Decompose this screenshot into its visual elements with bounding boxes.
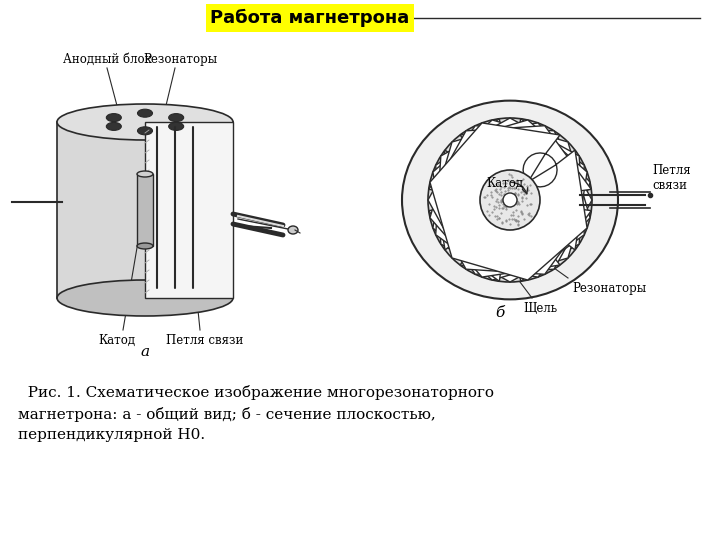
Ellipse shape: [107, 113, 122, 122]
Text: Катод: Катод: [99, 334, 135, 347]
Text: а: а: [140, 345, 150, 359]
Ellipse shape: [168, 113, 184, 122]
Polygon shape: [433, 123, 590, 280]
Text: Работа магнетрона: Работа магнетрона: [210, 9, 410, 27]
Ellipse shape: [402, 100, 618, 299]
Ellipse shape: [137, 243, 153, 249]
Polygon shape: [57, 122, 233, 298]
Text: Рис. 1. Схематическое изображение многорезонаторного
магнетрона: а - общий вид; : Рис. 1. Схематическое изображение многор…: [18, 385, 494, 442]
Polygon shape: [433, 120, 590, 277]
Text: Резонаторы: Резонаторы: [572, 282, 646, 295]
Text: Резонаторы: Резонаторы: [143, 53, 217, 66]
Circle shape: [428, 118, 592, 282]
Circle shape: [503, 193, 517, 207]
Ellipse shape: [168, 123, 184, 130]
Ellipse shape: [138, 127, 153, 135]
Polygon shape: [428, 126, 591, 274]
Ellipse shape: [288, 226, 298, 234]
Ellipse shape: [107, 123, 122, 130]
Ellipse shape: [57, 280, 233, 316]
Polygon shape: [436, 119, 585, 282]
Text: б: б: [495, 306, 505, 320]
Ellipse shape: [57, 104, 233, 140]
Polygon shape: [145, 122, 233, 298]
Polygon shape: [137, 174, 153, 246]
Text: Щель: Щель: [523, 302, 557, 315]
Text: Петля связи: Петля связи: [166, 334, 243, 347]
Circle shape: [480, 170, 540, 230]
Polygon shape: [430, 120, 587, 277]
Ellipse shape: [138, 109, 153, 117]
Text: Анодный блок: Анодный блок: [63, 53, 151, 66]
Text: Катод: Катод: [487, 177, 523, 190]
Ellipse shape: [137, 171, 153, 177]
Text: Петля
связи: Петля связи: [652, 164, 691, 192]
Polygon shape: [430, 123, 587, 280]
Polygon shape: [436, 118, 585, 281]
Polygon shape: [428, 126, 592, 274]
